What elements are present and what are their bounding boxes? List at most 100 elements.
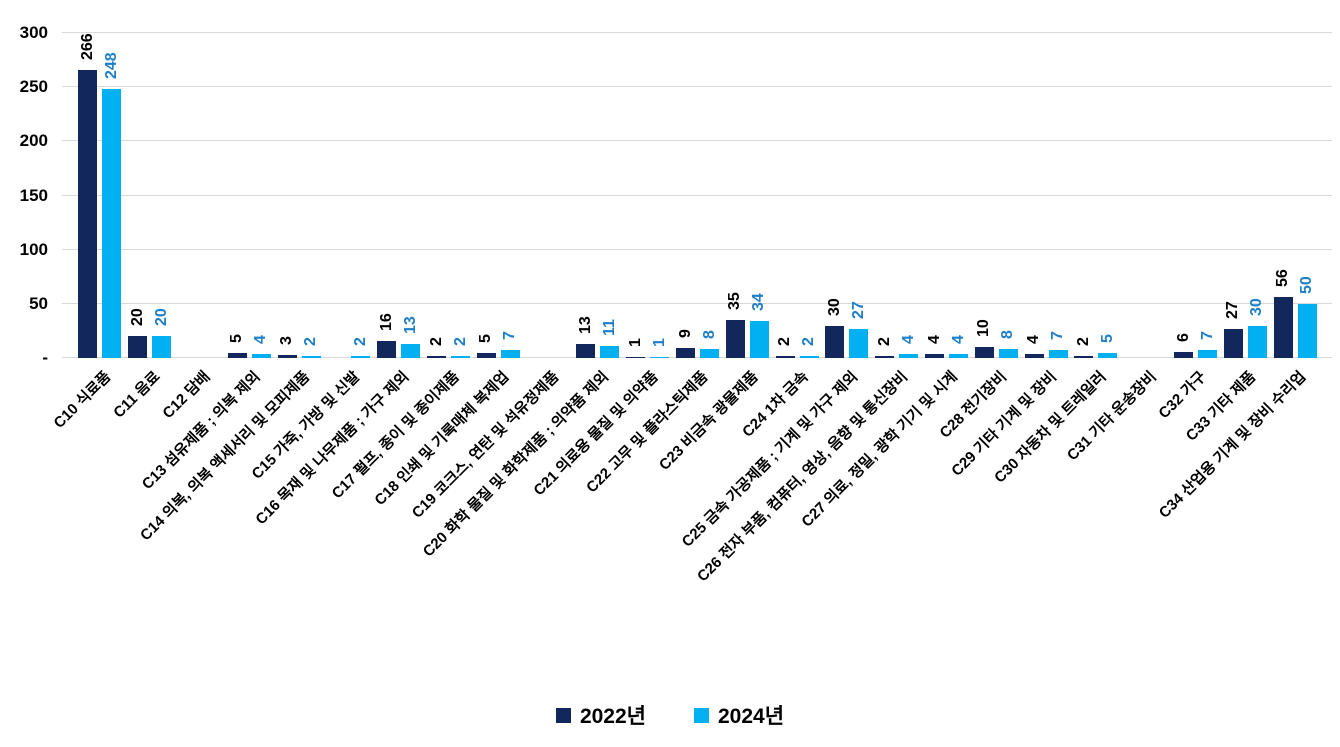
value-label-2022: 2: [776, 336, 794, 346]
bar-2024: [500, 350, 520, 358]
bar-2024: [700, 349, 719, 358]
gridline: [62, 32, 1332, 33]
value-label-2024: 248: [102, 52, 120, 80]
category-label: C31 기타 운송장비: [1063, 368, 1160, 465]
bar-2024: [1297, 303, 1317, 358]
bar-2022: [1273, 297, 1293, 358]
value-label-2022: 56: [1274, 269, 1292, 288]
category-label: C11 음료: [110, 368, 164, 422]
bar-2024: [451, 355, 470, 358]
bar-2024: [998, 349, 1018, 358]
value-label-2024: 7: [1198, 331, 1216, 341]
bar-2022: [1074, 355, 1094, 358]
gridline: [62, 86, 1332, 88]
bar-2022: [676, 348, 695, 358]
bar-2024: [650, 356, 670, 358]
y-tick-label: 50: [29, 293, 48, 313]
value-label-2024: 30: [1248, 297, 1266, 316]
y-axis-labels: - 50 100 150 200 250 300: [0, 23, 48, 367]
bar-2022: [1174, 351, 1193, 358]
bar-2024: [949, 353, 968, 358]
y-tick-label: -: [42, 348, 48, 367]
value-label-2024: 5: [1098, 333, 1116, 343]
value-label-2024: 2: [351, 336, 369, 346]
bar-2024: [799, 355, 819, 358]
value-label-2024: 4: [252, 334, 270, 344]
bar-2022: [227, 352, 247, 358]
gridline: [62, 248, 1332, 250]
bar-2022: [427, 355, 446, 358]
bar-2024: [152, 336, 172, 358]
bar-2022: [78, 69, 98, 358]
value-label-2022: 20: [128, 308, 146, 327]
bar-2024: [102, 89, 122, 358]
x-axis-labels: C10 식료품 C11 음료 C12 담배 C13 섬유제품 ; 의복 제외 C14 의…: [50, 366, 1320, 706]
value-label-2022: 2: [427, 336, 445, 346]
bar-2024: [1048, 350, 1068, 358]
bar-2022: [825, 325, 845, 358]
legend-label-2024: 2024년: [718, 705, 785, 728]
value-label-2024: 2: [800, 336, 818, 346]
bar-2022: [725, 320, 745, 358]
value-label-2024: 8: [700, 330, 718, 340]
value-label-2024: 8: [999, 330, 1017, 340]
value-label-2024: 2: [302, 336, 320, 346]
gridline: [62, 302, 1332, 304]
y-tick-label: 250: [19, 77, 48, 97]
value-label-2024: 7: [501, 331, 519, 341]
category-label: C10 식료품: [50, 368, 115, 432]
value-label-2024: 4: [949, 334, 967, 344]
value-label-2022: 5: [477, 333, 495, 343]
value-label-2022: 10: [975, 319, 993, 338]
bar-2022: [974, 347, 994, 358]
bar-2022: [775, 355, 795, 358]
bar-2024: [1247, 325, 1267, 358]
value-label-2022: 13: [576, 316, 594, 334]
value-label-2022: 35: [726, 292, 744, 311]
bar-2024: [301, 355, 321, 358]
value-label-2024: 1: [650, 338, 668, 347]
value-label-2022: 4: [1025, 334, 1043, 344]
bar-2024: [849, 328, 869, 358]
value-label-2022: 16: [377, 312, 395, 331]
value-label-2022: 1: [626, 338, 644, 347]
value-label-2022: 27: [1224, 300, 1242, 319]
gridlines: [62, 32, 1332, 358]
legend-swatch-2022: [555, 707, 571, 723]
value-label-2024: 27: [849, 300, 867, 319]
gridline: [62, 140, 1332, 142]
bar-2024: [1198, 350, 1217, 358]
value-label-2022: 3: [278, 335, 296, 345]
bar-2022: [576, 343, 596, 358]
value-label-2022: 6: [1174, 332, 1192, 342]
bar-2022: [1024, 353, 1044, 358]
bar-2022: [626, 356, 646, 358]
value-label-2022: 2: [1074, 336, 1092, 346]
legend-item-2022: 2022년: [555, 700, 646, 730]
gridline: [62, 194, 1332, 196]
bar-2022: [128, 336, 148, 358]
legend-swatch-2024: [694, 707, 709, 723]
bar-2022: [875, 355, 895, 358]
gridline: [62, 357, 1332, 358]
bar-2024: [899, 353, 919, 358]
value-label-2022: 9: [676, 329, 694, 339]
bar-2022: [476, 352, 496, 358]
value-label-2022: 4: [925, 334, 943, 344]
legend: 2022년 2024년: [0, 700, 1340, 730]
bar-2022: [1223, 328, 1243, 358]
bar-2024: [351, 355, 371, 358]
bar-2024: [749, 321, 769, 358]
y-tick-label: 200: [19, 131, 48, 151]
value-label-2024: 4: [899, 334, 917, 344]
value-label-2024: 13: [401, 316, 419, 334]
value-label-2022: 2: [875, 336, 893, 346]
value-label-2024: 20: [152, 308, 170, 327]
bar-2024: [251, 353, 271, 358]
value-label-2024: 2: [451, 336, 469, 346]
value-label-2022: 266: [78, 33, 96, 60]
value-label-2024: 11: [600, 319, 618, 337]
y-tick-label: 300: [19, 23, 48, 42]
y-tick-label: 150: [19, 185, 48, 205]
